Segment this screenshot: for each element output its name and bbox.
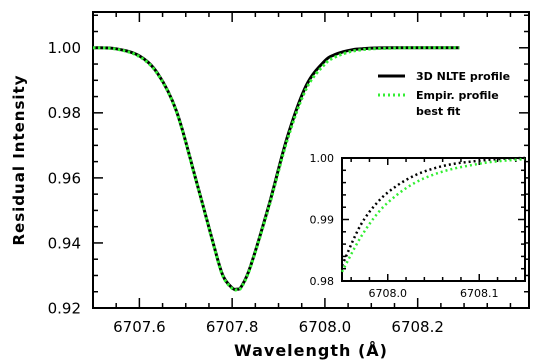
legend: 3D NLTE profile Empir. profile best fit bbox=[378, 70, 510, 118]
legend-label-best-fit: best fit bbox=[416, 105, 460, 118]
legend-label-3d-nlte: 3D NLTE profile bbox=[416, 70, 510, 83]
inset-plot-frame bbox=[341, 157, 526, 282]
series-line-empirical bbox=[340, 157, 526, 273]
y-tick-label: 0.98 bbox=[48, 104, 81, 122]
main-ticks: 6707.6 6707.8 6708.0 6708.2 0.92 0.94 0.96 0.98… bbox=[48, 12, 529, 336]
y-tick-label: 0.94 bbox=[48, 234, 81, 252]
x-tick-label: 6707.6 bbox=[113, 318, 166, 336]
y-tick-label: 0.99 bbox=[310, 213, 335, 226]
main-curves bbox=[92, 46, 460, 292]
y-tick-label: 1.00 bbox=[48, 39, 81, 57]
y-tick-label: 0.98 bbox=[310, 275, 335, 288]
x-tick-label: 6708.0 bbox=[369, 287, 408, 300]
x-tick-label: 6708.0 bbox=[299, 318, 352, 336]
legend-label-empirical: Empir. profile bbox=[416, 89, 499, 102]
y-tick-label: 1.00 bbox=[310, 152, 335, 165]
x-tick-label: 6707.8 bbox=[206, 318, 259, 336]
inset-ticks: 6708.0 6708.1 0.98 0.99 1.00 bbox=[310, 152, 525, 300]
x-axis-label: Wavelength (Å) bbox=[234, 341, 388, 360]
x-tick-label: 6708.1 bbox=[460, 287, 499, 300]
inset-curves bbox=[340, 156, 526, 273]
y-tick-label: 0.92 bbox=[48, 299, 81, 317]
main-plot-frame bbox=[92, 11, 530, 309]
x-tick-label: 6708.2 bbox=[391, 318, 444, 336]
series-line-nlte bbox=[340, 156, 526, 267]
y-axis-label: Residual Intensity bbox=[10, 75, 28, 246]
y-tick-label: 0.96 bbox=[48, 169, 81, 187]
series-line-empirical bbox=[92, 46, 460, 292]
